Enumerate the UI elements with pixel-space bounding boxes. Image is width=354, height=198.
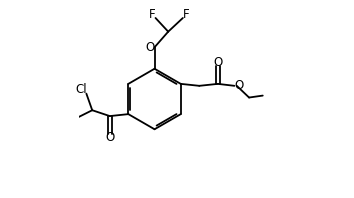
Text: F: F [149, 8, 155, 21]
Text: O: O [213, 55, 222, 69]
Text: Cl: Cl [76, 83, 87, 96]
Text: O: O [145, 41, 155, 54]
Text: F: F [183, 8, 190, 21]
Text: O: O [105, 131, 114, 145]
Text: O: O [234, 79, 243, 92]
